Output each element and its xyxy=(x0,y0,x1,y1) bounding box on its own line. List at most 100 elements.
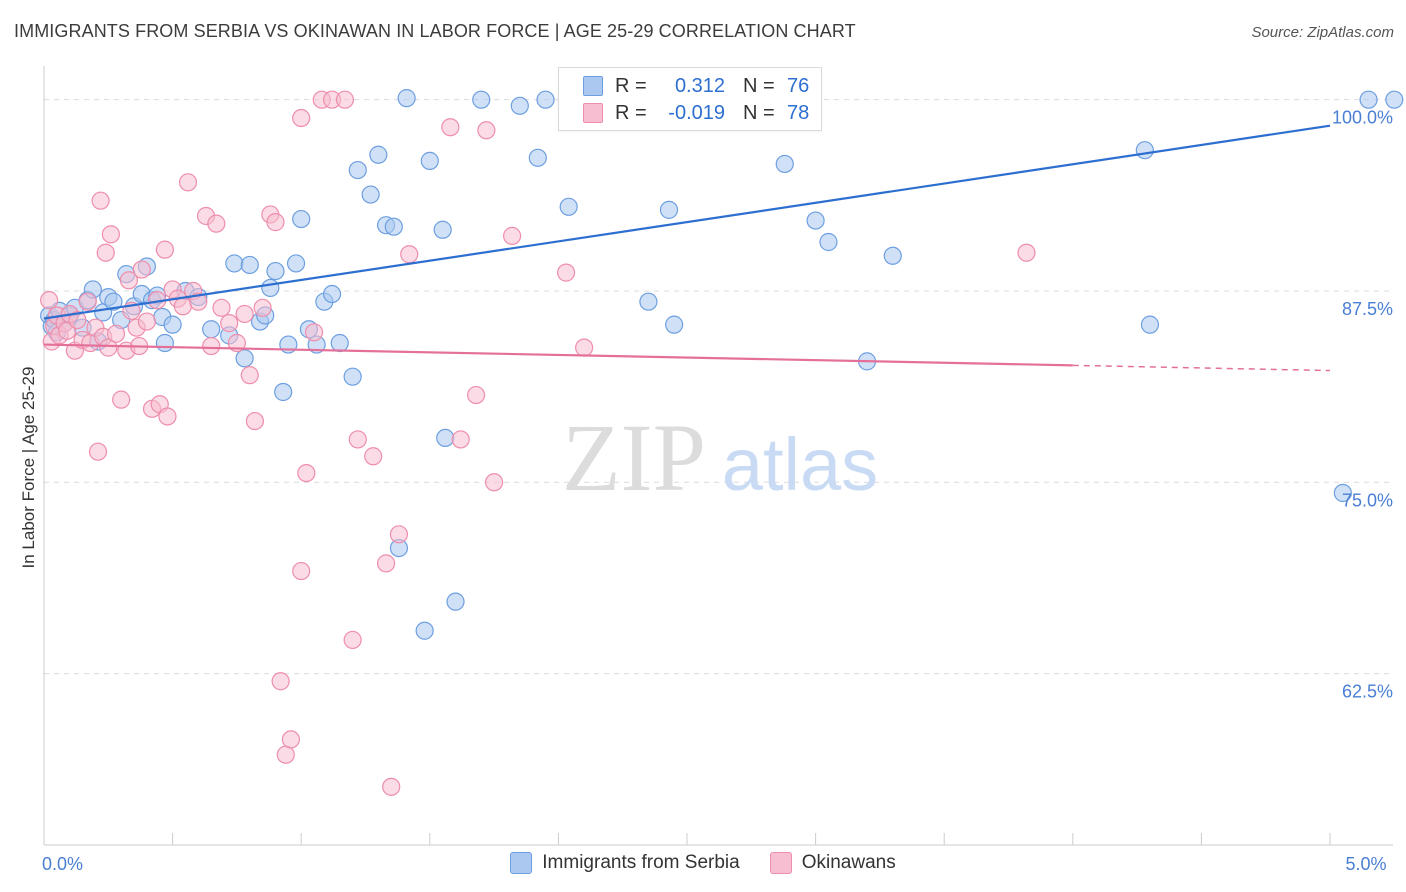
point-okinawan xyxy=(503,226,522,245)
point-serbia xyxy=(384,217,403,236)
legend-r-value: 0.312 xyxy=(674,74,725,97)
series-label-okinawans: Okinawans xyxy=(801,852,896,873)
point-serbia xyxy=(202,320,221,339)
point-serbia xyxy=(274,382,293,402)
series-legend-okinawans[interactable]: Okinawans xyxy=(769,852,896,874)
point-okinawan xyxy=(101,225,120,244)
point-okinawan xyxy=(207,214,226,233)
y-tick-label: 87.5% xyxy=(1342,299,1393,319)
point-serbia xyxy=(446,592,465,611)
source-label: Source: ZipAtlas.com xyxy=(1251,24,1394,41)
point-okinawan xyxy=(281,730,301,749)
legend-n-value: 78 xyxy=(787,101,810,124)
legend-r-label: R = xyxy=(615,101,647,124)
point-okinawan xyxy=(132,260,151,279)
point-serbia xyxy=(659,200,679,219)
point-okinawan xyxy=(40,291,59,310)
y-tick-label: 100.0% xyxy=(1332,108,1393,128)
legend-r-value: -0.019 xyxy=(668,101,725,124)
y-tick-label: 62.5% xyxy=(1342,682,1393,702)
point-serbia xyxy=(1140,315,1160,334)
point-okinawan xyxy=(271,672,290,691)
watermark-atlas: atlas xyxy=(722,423,878,506)
point-okinawan xyxy=(112,390,131,409)
point-serbia xyxy=(322,284,342,304)
point-okinawan xyxy=(364,447,383,466)
series-legend-serbia[interactable]: Immigrants from Serbia xyxy=(510,852,740,874)
point-serbia xyxy=(361,185,380,204)
point-okinawan xyxy=(137,312,156,331)
point-serbia xyxy=(1333,483,1352,503)
point-okinawan xyxy=(451,430,470,449)
watermark: ZIP atlas xyxy=(562,404,878,511)
trend-line-serbia xyxy=(43,124,1331,320)
point-okinawan xyxy=(400,245,419,264)
point-okinawan xyxy=(245,411,265,431)
point-serbia xyxy=(343,367,362,386)
point-okinawan xyxy=(376,554,396,573)
point-okinawan xyxy=(119,271,138,290)
point-serbia xyxy=(266,261,285,281)
point-okinawan xyxy=(235,304,254,324)
point-okinawan xyxy=(173,297,192,316)
point-serbia xyxy=(559,197,578,216)
point-okinawan xyxy=(253,298,272,317)
point-okinawan xyxy=(348,430,367,449)
axis-labels: 100.0% 87.5% 75.0% 62.5% 0.0% 5.0% In Labor Fo… xyxy=(19,108,1393,874)
point-okinawan xyxy=(297,464,316,483)
point-okinawan xyxy=(292,561,311,581)
point-serbia xyxy=(235,349,254,368)
legend-swatch-okinawans xyxy=(583,103,603,123)
point-okinawan xyxy=(276,745,295,764)
point-okinawan xyxy=(575,338,594,357)
legend-n-label: N = xyxy=(743,101,775,124)
point-serbia xyxy=(369,145,388,164)
point-serbia xyxy=(286,254,306,273)
point-okinawan xyxy=(189,292,208,311)
point-serbia xyxy=(510,96,529,115)
point-serbia xyxy=(665,315,684,334)
point-okinawan xyxy=(212,298,231,317)
point-serbia xyxy=(433,220,452,239)
point-serbia xyxy=(415,621,434,640)
point-okinawan xyxy=(220,314,239,333)
point-serbia xyxy=(240,255,259,275)
point-okinawan xyxy=(88,442,108,461)
series-swatch-serbia xyxy=(510,852,533,874)
point-serbia xyxy=(472,90,491,109)
point-okinawan xyxy=(158,407,177,426)
point-serbia xyxy=(397,89,416,108)
series-label-serbia: Immigrants from Serbia xyxy=(542,852,740,873)
point-serbia xyxy=(883,246,902,265)
point-serbia xyxy=(528,148,547,167)
point-okinawan xyxy=(389,525,409,544)
point-okinawan xyxy=(178,173,198,192)
y-tick-label: 75.0% xyxy=(1342,490,1393,510)
point-okinawan xyxy=(477,121,496,140)
point-okinawan xyxy=(78,292,97,311)
point-okinawan xyxy=(557,263,576,282)
point-serbia xyxy=(775,154,794,174)
point-serbia xyxy=(1135,141,1154,160)
trend-line-okinawan-extension xyxy=(1072,364,1331,372)
legend-swatch-serbia xyxy=(583,76,603,96)
legend-r-label: R = xyxy=(615,74,647,97)
point-okinawan xyxy=(1017,243,1036,262)
point-okinawan xyxy=(466,385,486,405)
point-serbia xyxy=(1385,90,1404,109)
x-tick-label: 5.0% xyxy=(1345,854,1386,874)
point-okinawan xyxy=(343,630,362,650)
data-points xyxy=(40,89,1404,796)
trend-lines xyxy=(43,124,1331,372)
point-okinawan xyxy=(240,366,259,385)
watermark-zip: ZIP xyxy=(562,404,706,511)
point-serbia xyxy=(225,254,244,273)
point-okinawan xyxy=(202,336,221,356)
axes xyxy=(43,66,1393,846)
point-serbia xyxy=(806,211,825,230)
point-okinawan xyxy=(441,118,460,137)
point-okinawan xyxy=(335,90,355,109)
point-okinawan xyxy=(68,310,87,330)
point-okinawan xyxy=(99,338,118,357)
point-serbia xyxy=(330,333,349,353)
